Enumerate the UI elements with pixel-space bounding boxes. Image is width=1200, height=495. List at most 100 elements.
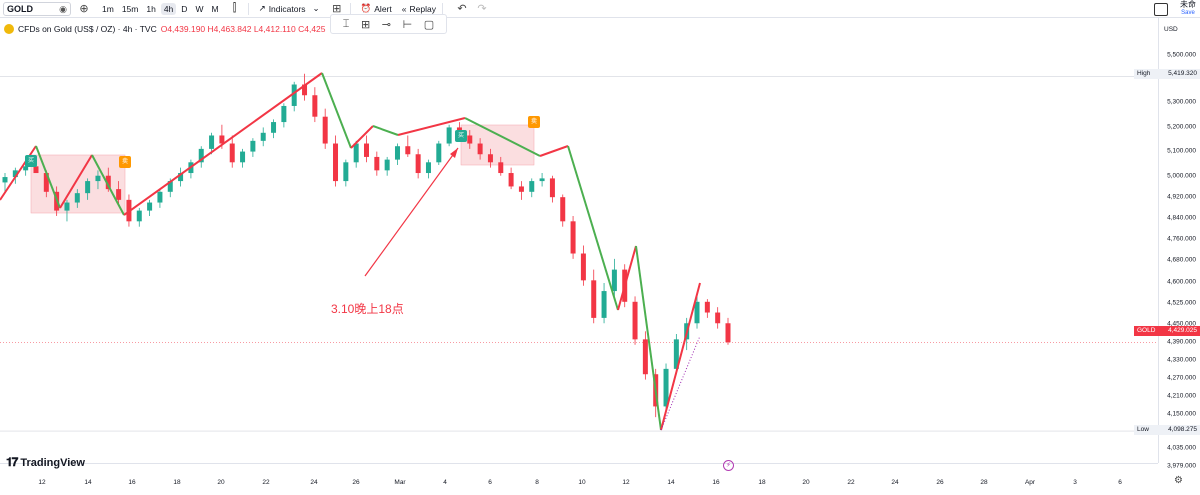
zigzag-segment xyxy=(59,154,93,209)
replay-button[interactable]: « Replay xyxy=(402,4,436,14)
zigzag-segment xyxy=(372,125,399,136)
candle-body xyxy=(694,301,700,324)
alarm-clock-icon: ⏰ xyxy=(360,3,372,13)
indicators-icon: ↗ xyxy=(258,3,266,13)
layout-icon[interactable]: ⊞ xyxy=(332,3,342,15)
interval-1m[interactable]: 1m xyxy=(102,3,114,14)
chart-annotation: 3.10晚上18点 xyxy=(331,302,404,316)
zigzag-segment xyxy=(321,72,352,149)
zigzag-segment xyxy=(539,145,569,157)
interval-group: 1m 15m 1h 4h D W M xyxy=(99,2,222,15)
gear-icon[interactable]: ⚙ xyxy=(1174,475,1183,486)
candle-body xyxy=(302,84,308,96)
candle-body xyxy=(43,173,49,192)
time-tick-label: 12 xyxy=(622,479,630,486)
save-button[interactable]: 未命 Save xyxy=(1180,1,1196,17)
candle-body xyxy=(12,170,18,178)
eye-icon[interactable]: ◉ xyxy=(59,3,67,14)
price-tick-label: 4,210.000 xyxy=(1167,392,1196,400)
candle-style-icon[interactable]: ⫿ xyxy=(232,2,237,14)
candle-body xyxy=(281,105,287,123)
low-tag: Low xyxy=(1134,425,1152,435)
interval-W[interactable]: W xyxy=(195,3,204,14)
time-tick-label: Mar xyxy=(394,479,406,486)
candle-body xyxy=(549,178,555,198)
price-tick-label: 4,035.000 xyxy=(1167,444,1196,452)
current-price-badge: GOLD 4,429.025 xyxy=(1134,326,1200,336)
price-tick-label: 3,979.000 xyxy=(1167,462,1196,470)
candle-body xyxy=(322,116,328,144)
indicators-button[interactable]: ↗ Indicators ⌄ xyxy=(259,3,320,14)
time-axis[interactable]: 12 14 16 18 20 22 24 26 Mar 4 6 8 10 12 14 16 18 20 22 24 26… xyxy=(0,463,1158,495)
lightning-icon[interactable]: ⚡ xyxy=(723,460,734,471)
candle-body xyxy=(580,253,586,281)
layout-name: 未命 xyxy=(1180,0,1196,9)
time-tick-label: 26 xyxy=(936,479,944,486)
candle-body xyxy=(353,143,359,163)
price-axis[interactable]: USD 5,500.000 5,300.000 5,200.000 5,100.000… xyxy=(1158,18,1200,470)
measure-icon[interactable]: ⊢ xyxy=(402,18,413,31)
replay-label: Replay xyxy=(409,3,436,14)
time-tick-label: 22 xyxy=(262,479,270,486)
time-tick-label: 22 xyxy=(847,479,855,486)
interval-4h[interactable]: 4h xyxy=(160,2,177,15)
candle-body xyxy=(219,135,225,144)
candle-body xyxy=(446,127,452,144)
grid-icon[interactable]: ⊞ xyxy=(360,18,371,31)
symbol-search[interactable]: GOLD ◉ xyxy=(3,1,71,16)
candle-body xyxy=(384,159,390,171)
price-chart[interactable] xyxy=(0,18,1158,463)
text-cursor-icon[interactable]: ⌶ xyxy=(342,17,350,30)
undo-icon[interactable]: ↶ xyxy=(457,3,467,15)
rectangle-icon[interactable]: ▢ xyxy=(423,18,435,31)
alert-button[interactable]: ⏰ Alert xyxy=(361,3,392,14)
candle-body xyxy=(374,156,380,171)
time-tick-label: 3 xyxy=(1073,479,1077,486)
price-tick-label: 4,450.000 xyxy=(1167,320,1196,328)
interval-M[interactable]: M xyxy=(211,3,219,14)
time-tick-label: 24 xyxy=(891,479,899,486)
candle-body xyxy=(477,143,483,155)
zigzag-segment xyxy=(123,72,323,216)
tradingview-logo[interactable]: 𝟏𝟕 TradingView xyxy=(6,455,85,470)
candle-body xyxy=(64,202,70,211)
fullscreen-icon[interactable] xyxy=(1154,2,1168,16)
candle-body xyxy=(2,177,8,183)
redo-icon[interactable]: ↷ xyxy=(477,3,487,15)
time-tick-label: 6 xyxy=(488,479,492,486)
interval-15m[interactable]: 15m xyxy=(121,3,139,14)
gold-logo-icon xyxy=(4,24,14,34)
time-tick-label: 20 xyxy=(802,479,810,486)
zigzag-segment xyxy=(567,145,619,311)
time-tick-label: 18 xyxy=(173,479,181,486)
legend-ohlc: O4,439.190 H4,463.842 L4,412.110 C4,425 xyxy=(160,24,326,34)
price-tick-label: 5,000.000 xyxy=(1167,172,1196,180)
branding-label: TradingView xyxy=(20,456,85,469)
interval-1h[interactable]: 1h xyxy=(146,3,156,14)
time-tick-label: Apr xyxy=(1024,479,1036,486)
candle-body xyxy=(157,191,163,203)
tradingview-mark-icon: 𝟏𝟕 xyxy=(6,455,18,469)
zigzag-segment xyxy=(660,282,701,431)
candle-body xyxy=(33,166,39,174)
symbol-label: GOLD xyxy=(7,3,33,14)
candle-body xyxy=(425,162,431,174)
candle-body xyxy=(632,301,638,340)
chevron-down-icon: ⌄ xyxy=(312,3,320,13)
candle-body xyxy=(364,143,369,157)
candle-body xyxy=(539,178,545,182)
candle-body xyxy=(291,84,297,106)
buy-signal: 买 xyxy=(25,155,37,167)
candle-body xyxy=(343,162,349,182)
currency-label: USD xyxy=(1164,26,1178,33)
price-tick-label: 4,150.000 xyxy=(1167,410,1196,418)
time-tick-label: 18 xyxy=(758,479,766,486)
candle-body xyxy=(136,210,142,222)
price-tick-label: 4,840.000 xyxy=(1167,214,1196,222)
candle-body xyxy=(394,146,400,160)
line-tool-icon[interactable]: ⊸ xyxy=(381,18,391,31)
divider xyxy=(247,2,249,15)
interval-D[interactable]: D xyxy=(181,3,188,14)
add-symbol-icon[interactable]: ⊕ xyxy=(79,3,89,15)
high-tag: High xyxy=(1134,69,1154,79)
